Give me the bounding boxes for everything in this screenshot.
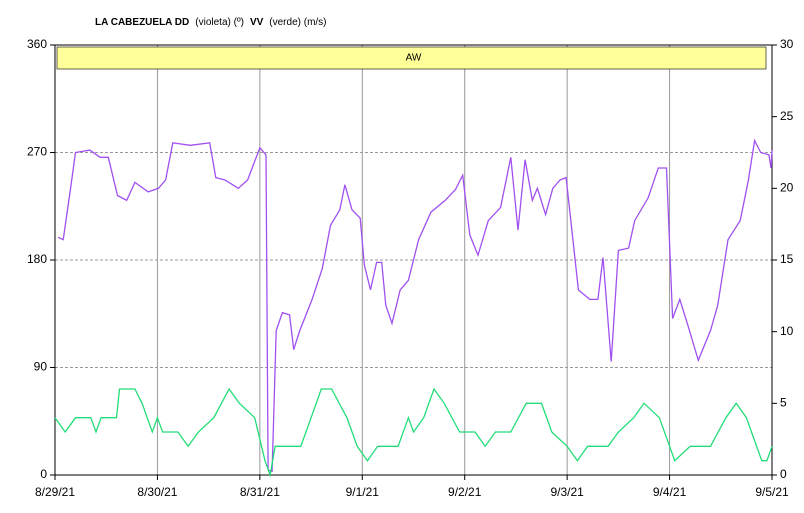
x-tick-label: 8/30/21 [137, 485, 177, 499]
y2-tick-label: 10 [780, 324, 794, 338]
annotation: AW [406, 53, 422, 64]
x-tick-label: 9/3/21 [550, 485, 584, 499]
title-part: (verde) (m/s) [269, 17, 326, 28]
chart-title: LA CABEZUELA DD (violeta) (º) VV (verde) (m… [95, 17, 327, 28]
title-part: VV [250, 17, 264, 28]
annotation-band [56, 46, 767, 70]
y2-tick-label: 20 [780, 181, 794, 195]
x-tick-label: 9/1/21 [346, 485, 380, 499]
data-line [54, 387, 773, 478]
y2-tick-label: 0 [780, 467, 787, 481]
x-tick-label: 9/4/21 [653, 485, 687, 499]
y-tick-label: 180 [27, 252, 47, 266]
y2-tick-label: 25 [780, 109, 794, 123]
x-tick-label: 8/31/21 [240, 485, 280, 499]
title-part: (violeta) (º) [195, 17, 244, 28]
y2-tick-label: 30 [780, 37, 794, 51]
title-part: LA CABEZUELA DD [95, 17, 189, 28]
y-tick-label: 90 [34, 360, 48, 374]
y2-tick-label: 15 [780, 252, 794, 266]
plot-frame [54, 44, 773, 476]
y-tick-label: 0 [40, 467, 47, 481]
y-tick-label: 270 [27, 145, 47, 159]
x-tick-label: 9/2/21 [448, 485, 482, 499]
y-tick-label: 360 [27, 37, 47, 51]
data-line [57, 138, 773, 473]
x-tick-label: 9/5/21 [755, 485, 789, 499]
y2-tick-label: 5 [780, 396, 787, 410]
x-tick-label: 8/29/21 [35, 485, 75, 499]
